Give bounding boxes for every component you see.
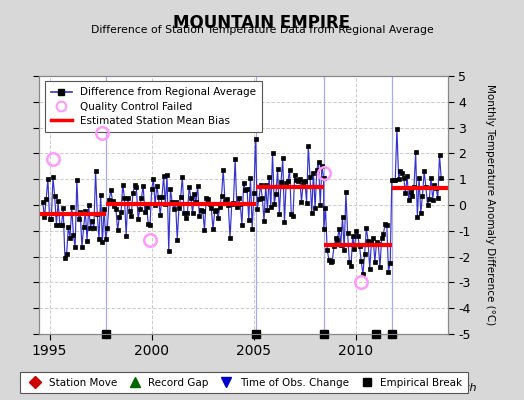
- Text: MOUNTAIN EMPIRE: MOUNTAIN EMPIRE: [173, 14, 351, 32]
- Legend: Station Move, Record Gap, Time of Obs. Change, Empirical Break: Station Move, Record Gap, Time of Obs. C…: [20, 372, 467, 393]
- Text: Berkeley Earth: Berkeley Earth: [395, 383, 477, 393]
- Y-axis label: Monthly Temperature Anomaly Difference (°C): Monthly Temperature Anomaly Difference (…: [485, 84, 495, 326]
- Legend: Difference from Regional Average, Quality Control Failed, Estimated Station Mean: Difference from Regional Average, Qualit…: [45, 81, 262, 132]
- Text: Difference of Station Temperature Data from Regional Average: Difference of Station Temperature Data f…: [91, 25, 433, 35]
